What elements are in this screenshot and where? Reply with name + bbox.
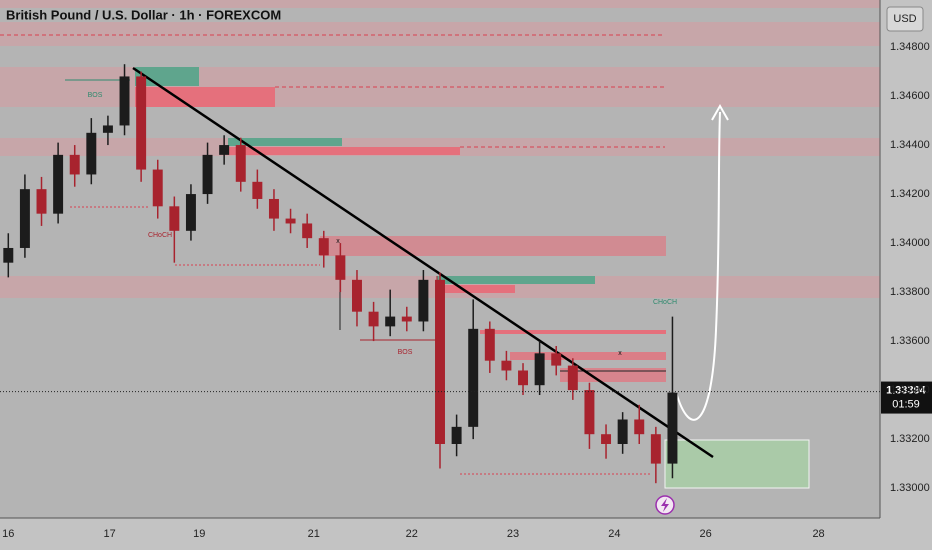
zone [437, 276, 595, 284]
currency: USD [893, 13, 916, 25]
x-tick-label: 17 [103, 528, 115, 540]
projection-arrow [675, 111, 721, 421]
candle-body [601, 434, 612, 444]
y-tick-label: 1.34200 [890, 188, 930, 200]
y-tick-label: 1.33400 [890, 384, 930, 396]
candle-body [352, 279, 362, 312]
candle-body [418, 279, 429, 322]
y-tick-label: 1.34400 [890, 139, 930, 151]
y-tick-label: 1.33200 [890, 433, 930, 445]
candle-body [501, 360, 512, 371]
candle-body [252, 181, 263, 199]
candle-body [202, 154, 213, 195]
event-icon-bolt [661, 498, 669, 512]
candle-body [152, 169, 163, 207]
last-price-label: 1.33394 [886, 384, 927, 396]
candle-body [518, 370, 528, 386]
x-tick-label: 24 [608, 528, 620, 540]
candle-body [69, 154, 80, 175]
currency-button[interactable] [886, 6, 924, 32]
x-tick-label: 22 [406, 528, 418, 540]
y-tick-label: 1.33800 [890, 286, 930, 298]
zone [320, 236, 666, 256]
x-tick-label: 16 [2, 528, 14, 540]
y-tick-label: 1.33000 [890, 482, 930, 494]
annotation: CHoCH [653, 299, 677, 306]
time-axis [0, 518, 880, 550]
price-axis [880, 0, 932, 550]
y-tick-label: 1.34600 [890, 90, 930, 102]
candle-body [484, 328, 495, 361]
annotation: CHoCH [148, 232, 172, 239]
candle-body [368, 311, 379, 327]
candle-body [401, 316, 412, 322]
candle-body [551, 353, 562, 366]
candle-body [435, 279, 445, 444]
y-tick-label: 1.34800 [890, 41, 930, 53]
annotation: x [618, 350, 622, 357]
zone [480, 330, 666, 334]
zone [510, 352, 666, 360]
annotation: x [336, 238, 340, 245]
candle-body [36, 189, 47, 214]
candle-body [451, 426, 462, 444]
x-tick-label: 21 [308, 528, 320, 540]
zone [228, 138, 342, 146]
candles [3, 64, 678, 484]
zone [228, 147, 460, 155]
candle-body [136, 76, 147, 170]
candle-body [219, 145, 230, 155]
candle-body [667, 392, 678, 464]
candle-body [3, 247, 14, 263]
chart-title: British Pound / U.S. Dollar · 1h · FOREX… [6, 7, 281, 22]
x-tick-label: 26 [700, 528, 712, 540]
candle-body [19, 189, 30, 248]
candle-body [617, 419, 628, 444]
y-tick-label: 1.33600 [890, 335, 930, 347]
overlay: 1.33394 01:59 BOS CHoCH BOS CHoCH x x [0, 92, 932, 414]
countdown: 01:59 [892, 398, 920, 410]
zones [0, 0, 880, 515]
candle-body [169, 206, 180, 231]
target-box [664, 439, 810, 489]
candle-body [285, 218, 296, 224]
zone [0, 22, 880, 46]
trend-line [132, 66, 714, 459]
x-tick-label: 23 [507, 528, 519, 540]
candle-body [634, 419, 645, 435]
arrow-head [711, 103, 729, 121]
candle-body [335, 255, 346, 280]
x-tick-label: 28 [812, 528, 824, 540]
annotation: BOS [88, 92, 103, 99]
annotation: BOS [398, 349, 413, 356]
candle-body [468, 328, 479, 427]
candle-body [86, 132, 97, 175]
candle-body [318, 238, 329, 256]
candle-body [119, 76, 130, 126]
candle-body [185, 194, 196, 231]
x-tick-label: 19 [193, 528, 205, 540]
last-price-box [881, 381, 932, 414]
candle-body [102, 125, 113, 133]
candle-body [235, 145, 246, 182]
candle-body [567, 365, 578, 391]
candle-body [650, 434, 661, 464]
candle-body [53, 154, 64, 214]
y-tick-label: 1.34000 [890, 237, 930, 249]
candle-body [268, 198, 279, 219]
candle-body [385, 316, 396, 327]
candle-body [584, 390, 595, 435]
zone [0, 0, 880, 8]
zone [437, 285, 515, 293]
candle-body [302, 223, 313, 239]
zone [135, 87, 275, 107]
candle-body [534, 353, 545, 386]
